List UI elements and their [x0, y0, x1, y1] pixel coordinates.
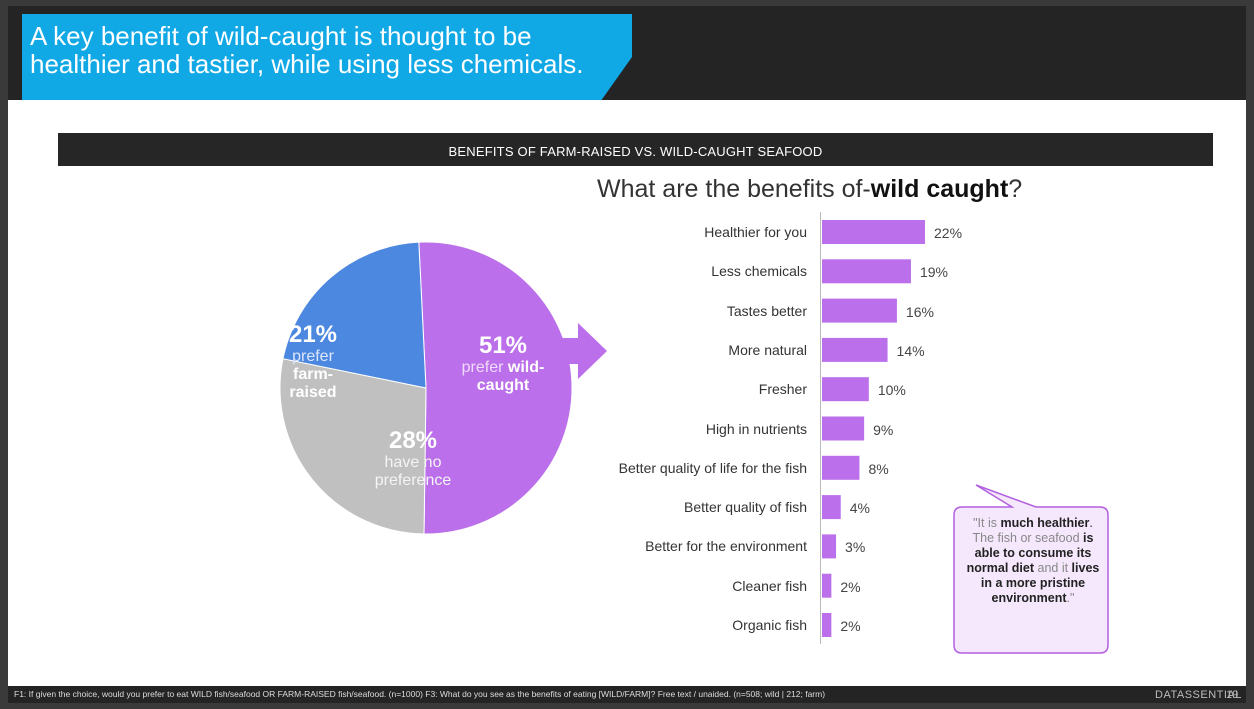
bar — [822, 416, 865, 441]
pie-label-wild: 51% prefer wild- caught — [448, 333, 558, 395]
footnote: F1: If given the choice, would you prefe… — [14, 689, 826, 699]
title-box — [22, 14, 632, 100]
pie-text-wild: prefer wild- — [448, 359, 558, 377]
pie-pct-wild: 51% — [478, 332, 528, 359]
bar-value-label: 22% — [934, 225, 963, 241]
bar-category-label: Fresher — [758, 381, 807, 398]
quote-p1-end: . — [1089, 516, 1093, 530]
bar — [822, 220, 925, 244]
footer-bar — [8, 686, 1246, 703]
bar — [822, 259, 911, 284]
pie-text-farm-3: raised — [289, 384, 337, 401]
bar-value-label: 10% — [877, 382, 906, 399]
bar — [822, 298, 897, 323]
pie-label-farm: 21% prefer farm- raised — [268, 322, 358, 402]
quote-p2-bold: is able to consume its normal diet — [966, 531, 1094, 575]
bar-category-label: High in nutrients — [705, 420, 807, 437]
speech-bubble — [953, 484, 1109, 654]
bar-category-label: Less chemicals — [711, 263, 807, 280]
bar-value-label: 9% — [873, 421, 894, 438]
pie-slice-wild — [418, 241, 573, 535]
quote-p2-light: The fish or seafood — [972, 531, 1084, 545]
bar — [822, 534, 837, 559]
bar-value-label: 14% — [896, 342, 925, 359]
bar-chart-title: What are the benefits of-wild caught? — [597, 175, 1022, 204]
bar-category-label: Better for the environment — [645, 538, 807, 555]
bar-category-label: Healthier for you — [704, 224, 807, 240]
bar — [822, 495, 841, 520]
bar-value-label: 4% — [849, 500, 870, 517]
pie-text-wild-1: prefer — [461, 359, 508, 376]
bar — [822, 377, 869, 402]
quote-p1-bold: much healthier — [1000, 516, 1090, 530]
pie-text-none-1: have no — [384, 454, 442, 471]
bar-value-label: 19% — [919, 264, 948, 281]
bar — [822, 573, 832, 598]
question-prefix: What are the benefits of- — [597, 175, 871, 203]
bar — [822, 455, 860, 480]
bar-category-label: More natural — [728, 341, 807, 358]
question-suffix: ? — [1008, 175, 1023, 203]
bar-category-label: Organic fish — [732, 617, 807, 633]
bar-category-label: Better quality of fish — [684, 499, 807, 516]
pie-label-none: 28% have no preference — [358, 428, 468, 490]
quote-p3-bold: lives in a more pristine environment — [980, 561, 1100, 605]
bar-value-label: 2% — [840, 578, 861, 595]
pie-text-farm-1: prefer — [292, 348, 334, 365]
bar-axis-line — [820, 212, 821, 644]
pie-slice-none — [279, 358, 427, 535]
bar-category-label: Cleaner fish — [732, 577, 807, 594]
pie-slice-farm — [282, 241, 427, 389]
bar-value-label: 8% — [868, 460, 889, 477]
pie-text-wild-2: wild- — [507, 359, 545, 376]
pie-pct-farm: 21% — [288, 321, 338, 348]
bar — [822, 613, 832, 637]
pie-text-none-2: preference — [374, 472, 452, 489]
bar-value-label: 16% — [905, 303, 934, 320]
quote-p1-light: "It is — [973, 516, 1001, 530]
bar — [822, 337, 888, 362]
page-number: 19 — [1226, 689, 1239, 701]
pie-text-wild-3: caught — [476, 377, 530, 394]
bar-value-label: 2% — [840, 618, 861, 634]
brand-logo: DATASSENTIAL — [1155, 689, 1242, 701]
speech-quote: "It is much healthier. The fish or seafoo… — [960, 516, 1106, 606]
slide-title: A key benefit of wild-caught is thought … — [30, 21, 584, 79]
pie-text-farm-2: farm- — [292, 366, 333, 383]
arrow-icon — [548, 323, 607, 379]
quote-p4-light: ." — [1066, 591, 1075, 605]
quote-p3-light: and it — [1034, 561, 1072, 575]
pie-pct-none: 28% — [388, 427, 438, 454]
section-band: BENEFITS OF FARM-RAISED VS. WILD-CAUGHT … — [58, 133, 1213, 166]
question-bold: wild caught — [870, 175, 1009, 203]
bar-value-label: 3% — [845, 539, 866, 556]
bar-category-label: Better quality of life for the fish — [618, 459, 807, 476]
bar-category-label: Tastes better — [726, 302, 807, 319]
